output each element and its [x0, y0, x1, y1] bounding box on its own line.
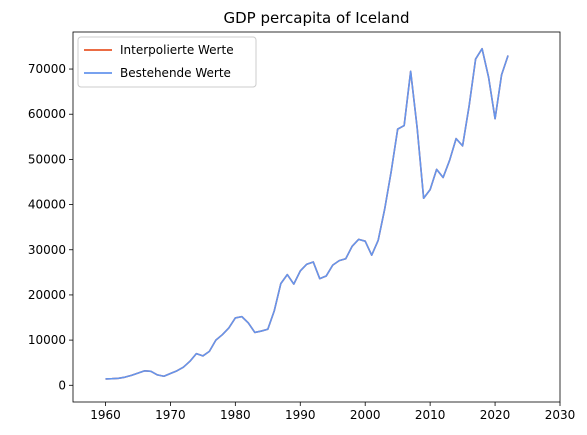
x-tick-label: 2030 [545, 408, 576, 422]
y-tick-label: 70000 [28, 62, 66, 76]
legend: Interpolierte Werte Bestehende Werte [77, 36, 257, 88]
legend-label: Interpolierte Werte [120, 43, 234, 57]
y-tick-label: 30000 [28, 243, 66, 257]
chart-title: GDP percapita of Iceland [223, 9, 409, 27]
x-tick-label: 1980 [220, 408, 251, 422]
y-tick-label: 0 [58, 378, 66, 392]
y-tick-label: 10000 [28, 333, 66, 347]
series-layer [105, 47, 509, 380]
plot-frame [72, 31, 561, 403]
x-tick-label: 2020 [480, 408, 511, 422]
series-line-1 [105, 47, 509, 380]
y-axis: 0 10000 20000 30000 40000 50000 60000 70000 [28, 62, 73, 392]
x-tick-label: 1990 [285, 408, 316, 422]
y-tick-label: 50000 [28, 152, 66, 166]
y-tick-label: 40000 [28, 198, 66, 212]
legend-label: Bestehende Werte [120, 66, 231, 80]
x-tick-label: 2010 [415, 408, 446, 422]
x-axis: 1960 1970 1980 1990 2000 2010 2020 2030 [90, 402, 575, 422]
y-tick-label: 20000 [28, 288, 66, 302]
x-tick-label: 2000 [350, 408, 381, 422]
series-line-2 [105, 47, 509, 380]
x-tick-label: 1960 [90, 408, 121, 422]
x-tick-label: 1970 [155, 408, 186, 422]
y-tick-label: 60000 [28, 107, 66, 121]
legend-box [77, 36, 257, 88]
